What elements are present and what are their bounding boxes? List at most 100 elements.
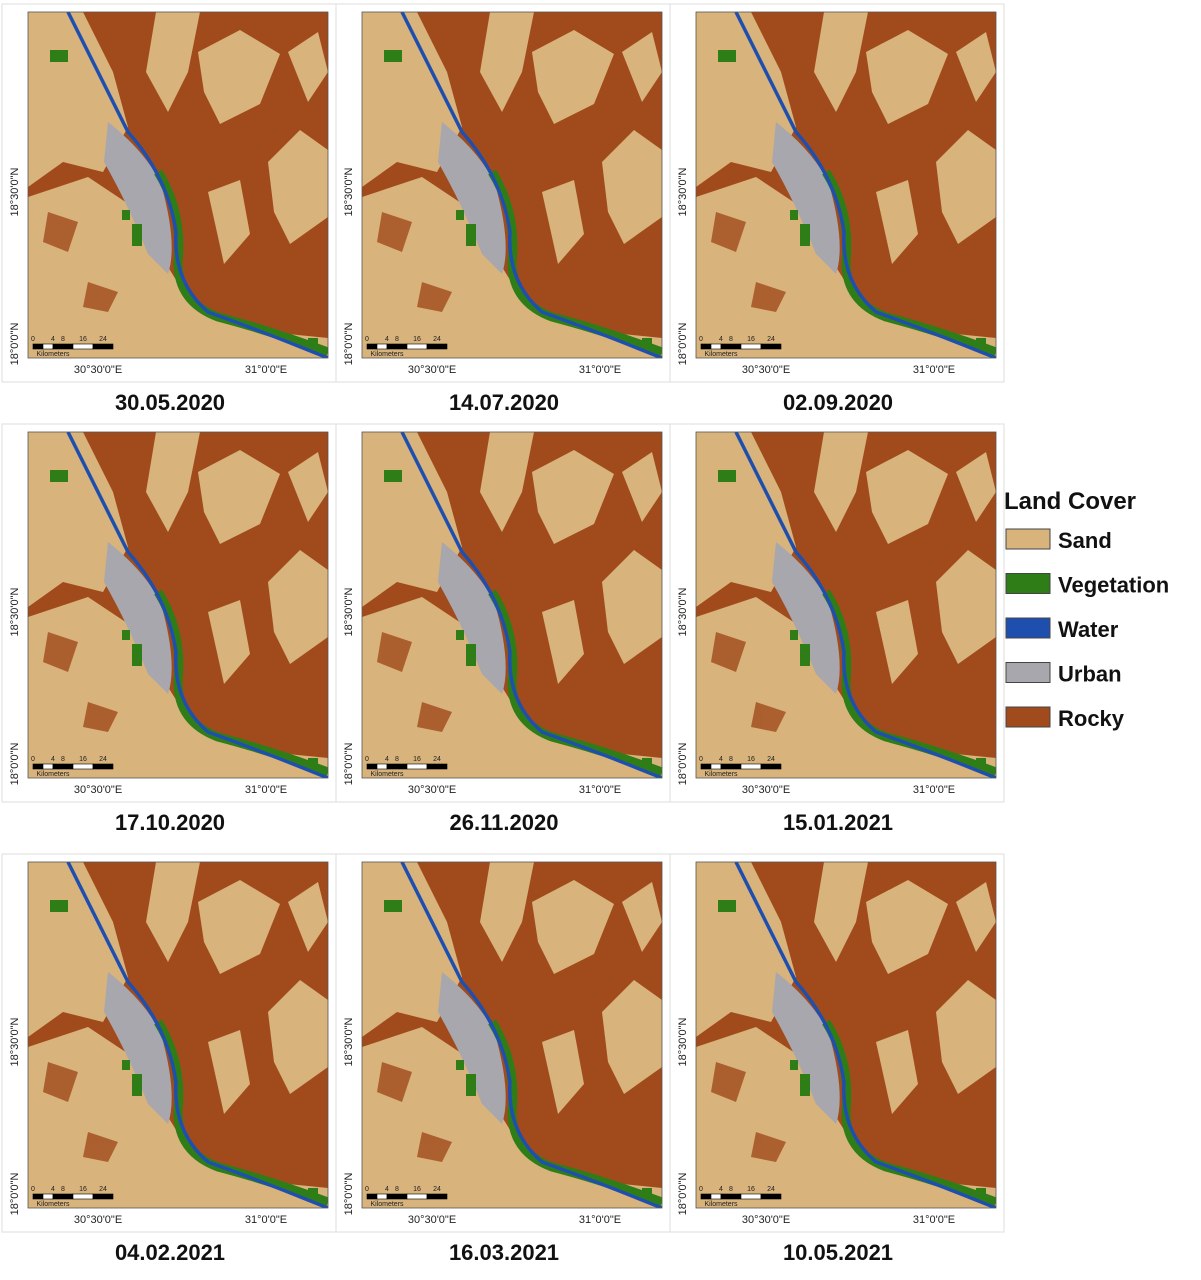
- latitude-label: 18°0'0"N: [343, 743, 355, 786]
- latitude-label: 18°0'0"N: [9, 323, 21, 366]
- longitude-label: 31°0'0"E: [579, 1214, 621, 1226]
- longitude-label: 30°30'0"E: [408, 364, 456, 376]
- longitude-label: 31°0'0"E: [913, 364, 955, 376]
- scale-label: 8: [729, 756, 733, 763]
- scale-label: 8: [395, 1186, 399, 1193]
- latitude-label: 18°0'0"N: [343, 1173, 355, 1216]
- scale-bar-segment: [740, 343, 762, 350]
- scale-bar-segment: [720, 343, 742, 350]
- scale-label: 8: [395, 336, 399, 343]
- longitude-label: 30°30'0"E: [74, 1214, 122, 1226]
- scale-bar-segment: [42, 343, 54, 350]
- scale-bar-segment: [700, 1193, 712, 1200]
- scale-bar-segment: [700, 763, 712, 770]
- map-panel: 18°30'0"N 18°0'0"N 30°30'0"E 31°0'0"E 0 4 8 16 2…: [335, 3, 671, 415]
- scale-bar-segment: [366, 343, 378, 350]
- map-panel: 18°30'0"N 18°0'0"N 30°30'0"E 31°0'0"E 0 4 8 16 2…: [1, 423, 337, 835]
- scale-bar-segment: [760, 763, 782, 770]
- scale-label: 24: [433, 336, 441, 343]
- scale-label: 0: [699, 1186, 703, 1193]
- scale-bar-segment: [426, 763, 448, 770]
- scale-label: 4: [385, 336, 389, 343]
- scale-label: 16: [747, 336, 755, 343]
- longitude-label: 30°30'0"E: [742, 1214, 790, 1226]
- latitude-label: 18°0'0"N: [9, 743, 21, 786]
- panel-date: 04.02.2021: [115, 1240, 225, 1265]
- legend-swatch: [1005, 662, 1051, 683]
- scale-bar-segment: [760, 343, 782, 350]
- scale-bar-segment: [72, 763, 94, 770]
- scale-label: 0: [699, 756, 703, 763]
- scale-label: 16: [79, 1186, 87, 1193]
- latitude-label: 18°0'0"N: [677, 1173, 689, 1216]
- scale-bar-segment: [366, 763, 378, 770]
- scale-label: 0: [365, 336, 369, 343]
- scale-label: 0: [31, 336, 35, 343]
- latitude-label: 18°30'0"N: [343, 587, 355, 636]
- scale-label: 24: [767, 756, 775, 763]
- scale-bar-segment: [32, 343, 44, 350]
- panel-date: 30.05.2020: [115, 390, 225, 415]
- scale-label: 8: [395, 756, 399, 763]
- latitude-label: 18°0'0"N: [677, 743, 689, 786]
- scale-label: 4: [51, 336, 55, 343]
- panel-date: 14.07.2020: [449, 390, 559, 415]
- scale-bar-segment: [740, 763, 762, 770]
- scale-label: 4: [719, 336, 723, 343]
- latitude-label: 18°0'0"N: [343, 323, 355, 366]
- map-panel: 18°30'0"N 18°0'0"N 30°30'0"E 31°0'0"E 0 4 8 16 2…: [1, 853, 337, 1265]
- panel-date: 17.10.2020: [115, 810, 225, 835]
- legend-label: Rocky: [1058, 706, 1125, 731]
- latitude-label: 18°30'0"N: [677, 167, 689, 216]
- legend-label: Water: [1058, 617, 1119, 642]
- scale-bar-segment: [52, 1193, 74, 1200]
- scale-label: 0: [699, 336, 703, 343]
- scale-bar-segment: [426, 343, 448, 350]
- scale-bar-segment: [710, 343, 722, 350]
- map-panel: 18°30'0"N 18°0'0"N 30°30'0"E 31°0'0"E 0 4 8 16 2…: [669, 423, 1005, 835]
- scale-label: 0: [31, 756, 35, 763]
- scale-label: 0: [365, 1186, 369, 1193]
- scale-label: 16: [413, 756, 421, 763]
- longitude-label: 31°0'0"E: [245, 784, 287, 796]
- scale-bar-segment: [406, 1193, 428, 1200]
- land-cover-map: [696, 12, 996, 358]
- scale-bar-segment: [92, 343, 114, 350]
- scale-bar-segment: [386, 343, 408, 350]
- scale-bar-segment: [720, 1193, 742, 1200]
- panel-frame: [669, 853, 1005, 1233]
- panel-date: 26.11.2020: [450, 810, 559, 835]
- map-border: [27, 11, 329, 359]
- scale-bar-segment: [740, 1193, 762, 1200]
- map-border: [695, 431, 997, 779]
- map-panel: 18°30'0"N 18°0'0"N 30°30'0"E 31°0'0"E 0 4 8 16 2…: [335, 423, 671, 835]
- scale-unit: Kilometers: [704, 351, 738, 358]
- scale-label: 4: [51, 756, 55, 763]
- scale-bar-segment: [406, 343, 428, 350]
- legend-swatch: [1005, 573, 1051, 594]
- scale-label: 16: [413, 336, 421, 343]
- scale-label: 24: [433, 1186, 441, 1193]
- scale-label: 4: [385, 756, 389, 763]
- scale-label: 8: [61, 756, 65, 763]
- scale-bar-segment: [376, 343, 388, 350]
- legend-swatch: [1005, 706, 1051, 728]
- legend-label: Vegetation: [1058, 573, 1169, 598]
- longitude-label: 30°30'0"E: [408, 1214, 456, 1226]
- scale-unit: Kilometers: [704, 771, 738, 778]
- scale-label: 24: [433, 756, 441, 763]
- scale-bar-segment: [710, 1193, 722, 1200]
- scale-bar-segment: [32, 763, 44, 770]
- scale-bar-segment: [760, 1193, 782, 1200]
- land-cover-map: [696, 862, 996, 1208]
- land-cover-map: [362, 862, 662, 1208]
- scale-bar-segment: [720, 763, 742, 770]
- map-border: [27, 431, 329, 779]
- legend-title: Land Cover: [1004, 488, 1136, 515]
- map-border: [27, 861, 329, 1209]
- scale-label: 0: [31, 1186, 35, 1193]
- longitude-label: 31°0'0"E: [245, 1214, 287, 1226]
- scale-bar-segment: [72, 343, 94, 350]
- panel-date: 15.01.2021: [783, 810, 893, 835]
